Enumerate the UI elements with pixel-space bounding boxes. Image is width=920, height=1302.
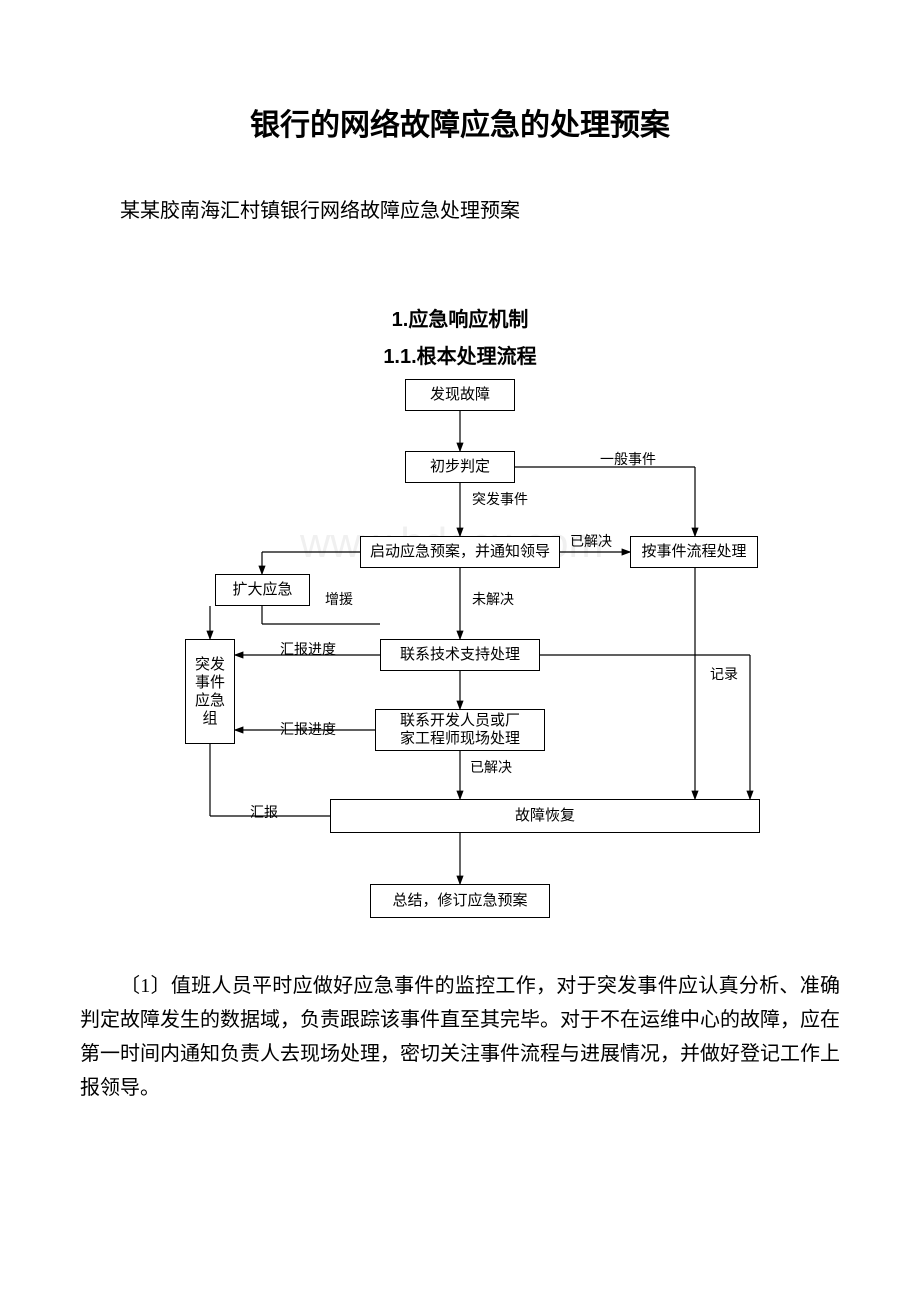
section-heading-1-1: 1.1.根本处理流程 <box>80 340 840 369</box>
page-title: 银行的网络故障应急的处理预案 <box>80 100 840 144</box>
flow-edge-label: 已解决 <box>570 531 612 551</box>
flow-node: 联系技术支持处理 <box>380 639 540 671</box>
flow-edge-label: 一般事件 <box>600 449 656 469</box>
flow-edge-label: 增援 <box>325 589 353 609</box>
flow-edge-label: 汇报进度 <box>280 719 336 739</box>
flow-edge-label: 未解决 <box>472 589 514 609</box>
flow-edge-label: 汇报进度 <box>280 639 336 659</box>
flow-node: 扩大应急 <box>215 574 310 606</box>
flow-node: 总结，修订应急预案 <box>370 884 550 918</box>
flow-node: 联系开发人员或厂家工程师现场处理 <box>375 709 545 751</box>
flow-node: 发现故障 <box>405 379 515 411</box>
paragraph-1: 〔1〕值班人员平时应做好应急事件的监控工作，对于突发事件应认真分析、准确判定故障… <box>80 969 840 1105</box>
flow-node: 突发事件应急组 <box>185 639 235 744</box>
section-heading-1: 1.应急响应机制 <box>80 303 840 332</box>
flow-edge-label: 突发事件 <box>472 489 528 509</box>
flow-node: 故障恢复 <box>330 799 760 833</box>
flowchart: www.bdocx.com 发现故障初步判定启动应急预案，并通知领导按事件流程处… <box>150 379 770 939</box>
flow-node: 按事件流程处理 <box>630 536 758 568</box>
subtitle: 某某胶南海汇村镇银行网络故障应急处理预案 <box>80 194 840 223</box>
flow-edge-label: 汇报 <box>250 802 278 822</box>
flow-edge-label: 已解决 <box>470 757 512 777</box>
flow-node: 初步判定 <box>405 451 515 483</box>
flow-node: 启动应急预案，并通知领导 <box>360 536 560 568</box>
flow-edge-label: 记录 <box>710 664 738 684</box>
